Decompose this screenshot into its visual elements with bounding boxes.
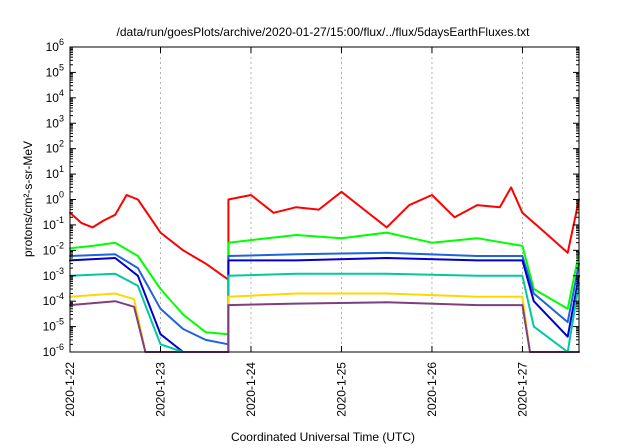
- y-tick-base: 10: [43, 345, 57, 359]
- y-tick-label: 103: [46, 113, 64, 130]
- y-axis-label: protons/cm²-s-sr-MeV: [21, 141, 35, 257]
- x-tick-label: 2020-1-24: [244, 362, 258, 417]
- y-tick-label: 106: [46, 37, 64, 54]
- y-tick-base: 10: [46, 193, 60, 207]
- series-line-2: [69, 231, 580, 336]
- x-tick-label: 2020-1-25: [334, 362, 348, 417]
- y-tick-exponent: 4: [59, 88, 64, 98]
- y-tick-exponent: 6: [59, 37, 64, 47]
- y-tick-base: 10: [43, 320, 57, 334]
- y-tick-exponent: 0: [59, 190, 64, 200]
- series-line-7: [69, 300, 580, 353]
- chart-title: /data/run/goesPlots/archive/2020-01-27/1…: [117, 25, 531, 39]
- y-tick-base: 10: [46, 91, 60, 105]
- y-tick-label: 10-3: [43, 266, 64, 283]
- y-tick-exponent: 2: [59, 139, 64, 149]
- y-tick-base: 10: [43, 218, 57, 232]
- y-tick-label: 10-4: [43, 291, 64, 308]
- x-tick-labels: 2020-1-22 2020-1-23 2020-1-24 2020-1-25 2020…: [63, 362, 529, 417]
- x-tick-label: 2020-1-23: [153, 362, 167, 417]
- series-line-6: [69, 292, 580, 353]
- y-tick-base: 10: [46, 142, 60, 156]
- y-tick-label: 10-2: [43, 240, 64, 257]
- y-tick-exponent: 5: [59, 62, 64, 72]
- series-line-3: [69, 251, 580, 346]
- y-tick-label: 105: [46, 62, 64, 79]
- y-tick-labels: 10-610-510-410-310-210-11001011021031041…: [43, 37, 64, 359]
- y-tick-label: 10-5: [43, 317, 64, 334]
- x-tick-label: 2020-1-26: [425, 362, 439, 417]
- y-tick-exponent: -2: [56, 240, 64, 250]
- y-tick-base: 10: [43, 243, 57, 257]
- y-tick-exponent: -5: [56, 317, 64, 327]
- y-tick-base: 10: [43, 294, 57, 308]
- y-tick-label: 100: [46, 190, 64, 207]
- y-tick-label: 101: [46, 164, 64, 181]
- series-group: [69, 186, 580, 353]
- axis-ticks: [69, 46, 579, 353]
- x-axis-label: Coordinated Universal Time (UTC): [231, 430, 415, 444]
- y-tick-label: 104: [46, 88, 64, 105]
- y-tick-base: 10: [46, 167, 60, 181]
- y-tick-label: 10-1: [43, 215, 64, 232]
- y-tick-base: 10: [43, 269, 57, 283]
- series-line-1: [69, 186, 580, 281]
- y-tick-base: 10: [46, 116, 60, 130]
- y-tick-exponent: -4: [56, 291, 64, 301]
- y-tick-exponent: -6: [56, 342, 64, 352]
- series-line-4: [69, 257, 580, 353]
- y-tick-exponent: 3: [59, 113, 64, 123]
- y-tick-exponent: 1: [59, 164, 64, 174]
- y-tick-exponent: -1: [56, 215, 64, 225]
- y-tick-base: 10: [46, 65, 60, 79]
- y-tick-exponent: -3: [56, 266, 64, 276]
- series-line-5: [69, 272, 580, 353]
- y-tick-label: 10-6: [43, 342, 64, 359]
- x-tick-label: 2020-1-27: [515, 362, 529, 417]
- y-tick-label: 102: [46, 139, 64, 156]
- y-tick-base: 10: [46, 40, 60, 54]
- x-tick-label: 2020-1-22: [63, 362, 77, 417]
